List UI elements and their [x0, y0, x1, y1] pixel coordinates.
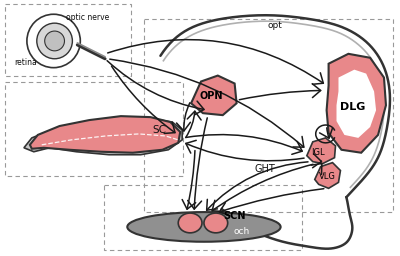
Text: DLG: DLG	[340, 102, 366, 112]
Text: IGL: IGL	[311, 148, 324, 157]
Text: optic nerve: optic nerve	[66, 13, 110, 22]
Ellipse shape	[178, 213, 202, 233]
Polygon shape	[191, 76, 236, 115]
Polygon shape	[327, 54, 386, 153]
Ellipse shape	[127, 212, 281, 242]
Bar	[5, 82, 183, 176]
Text: och: och	[234, 227, 250, 236]
Circle shape	[27, 14, 80, 68]
Polygon shape	[307, 138, 336, 164]
Circle shape	[37, 23, 72, 59]
Circle shape	[45, 31, 64, 51]
Ellipse shape	[204, 213, 228, 233]
Polygon shape	[315, 163, 340, 188]
Bar	[104, 185, 302, 250]
Text: SCN: SCN	[224, 211, 246, 221]
Bar	[5, 4, 131, 76]
Polygon shape	[30, 116, 180, 153]
Bar	[144, 19, 393, 212]
Text: GHT: GHT	[254, 164, 275, 174]
Text: VLG: VLG	[319, 173, 336, 182]
Polygon shape	[24, 118, 182, 155]
Text: opt: opt	[267, 21, 282, 30]
Text: retina: retina	[14, 58, 37, 67]
Text: SC: SC	[152, 125, 166, 135]
Polygon shape	[336, 70, 376, 138]
Text: OPN: OPN	[199, 91, 222, 101]
